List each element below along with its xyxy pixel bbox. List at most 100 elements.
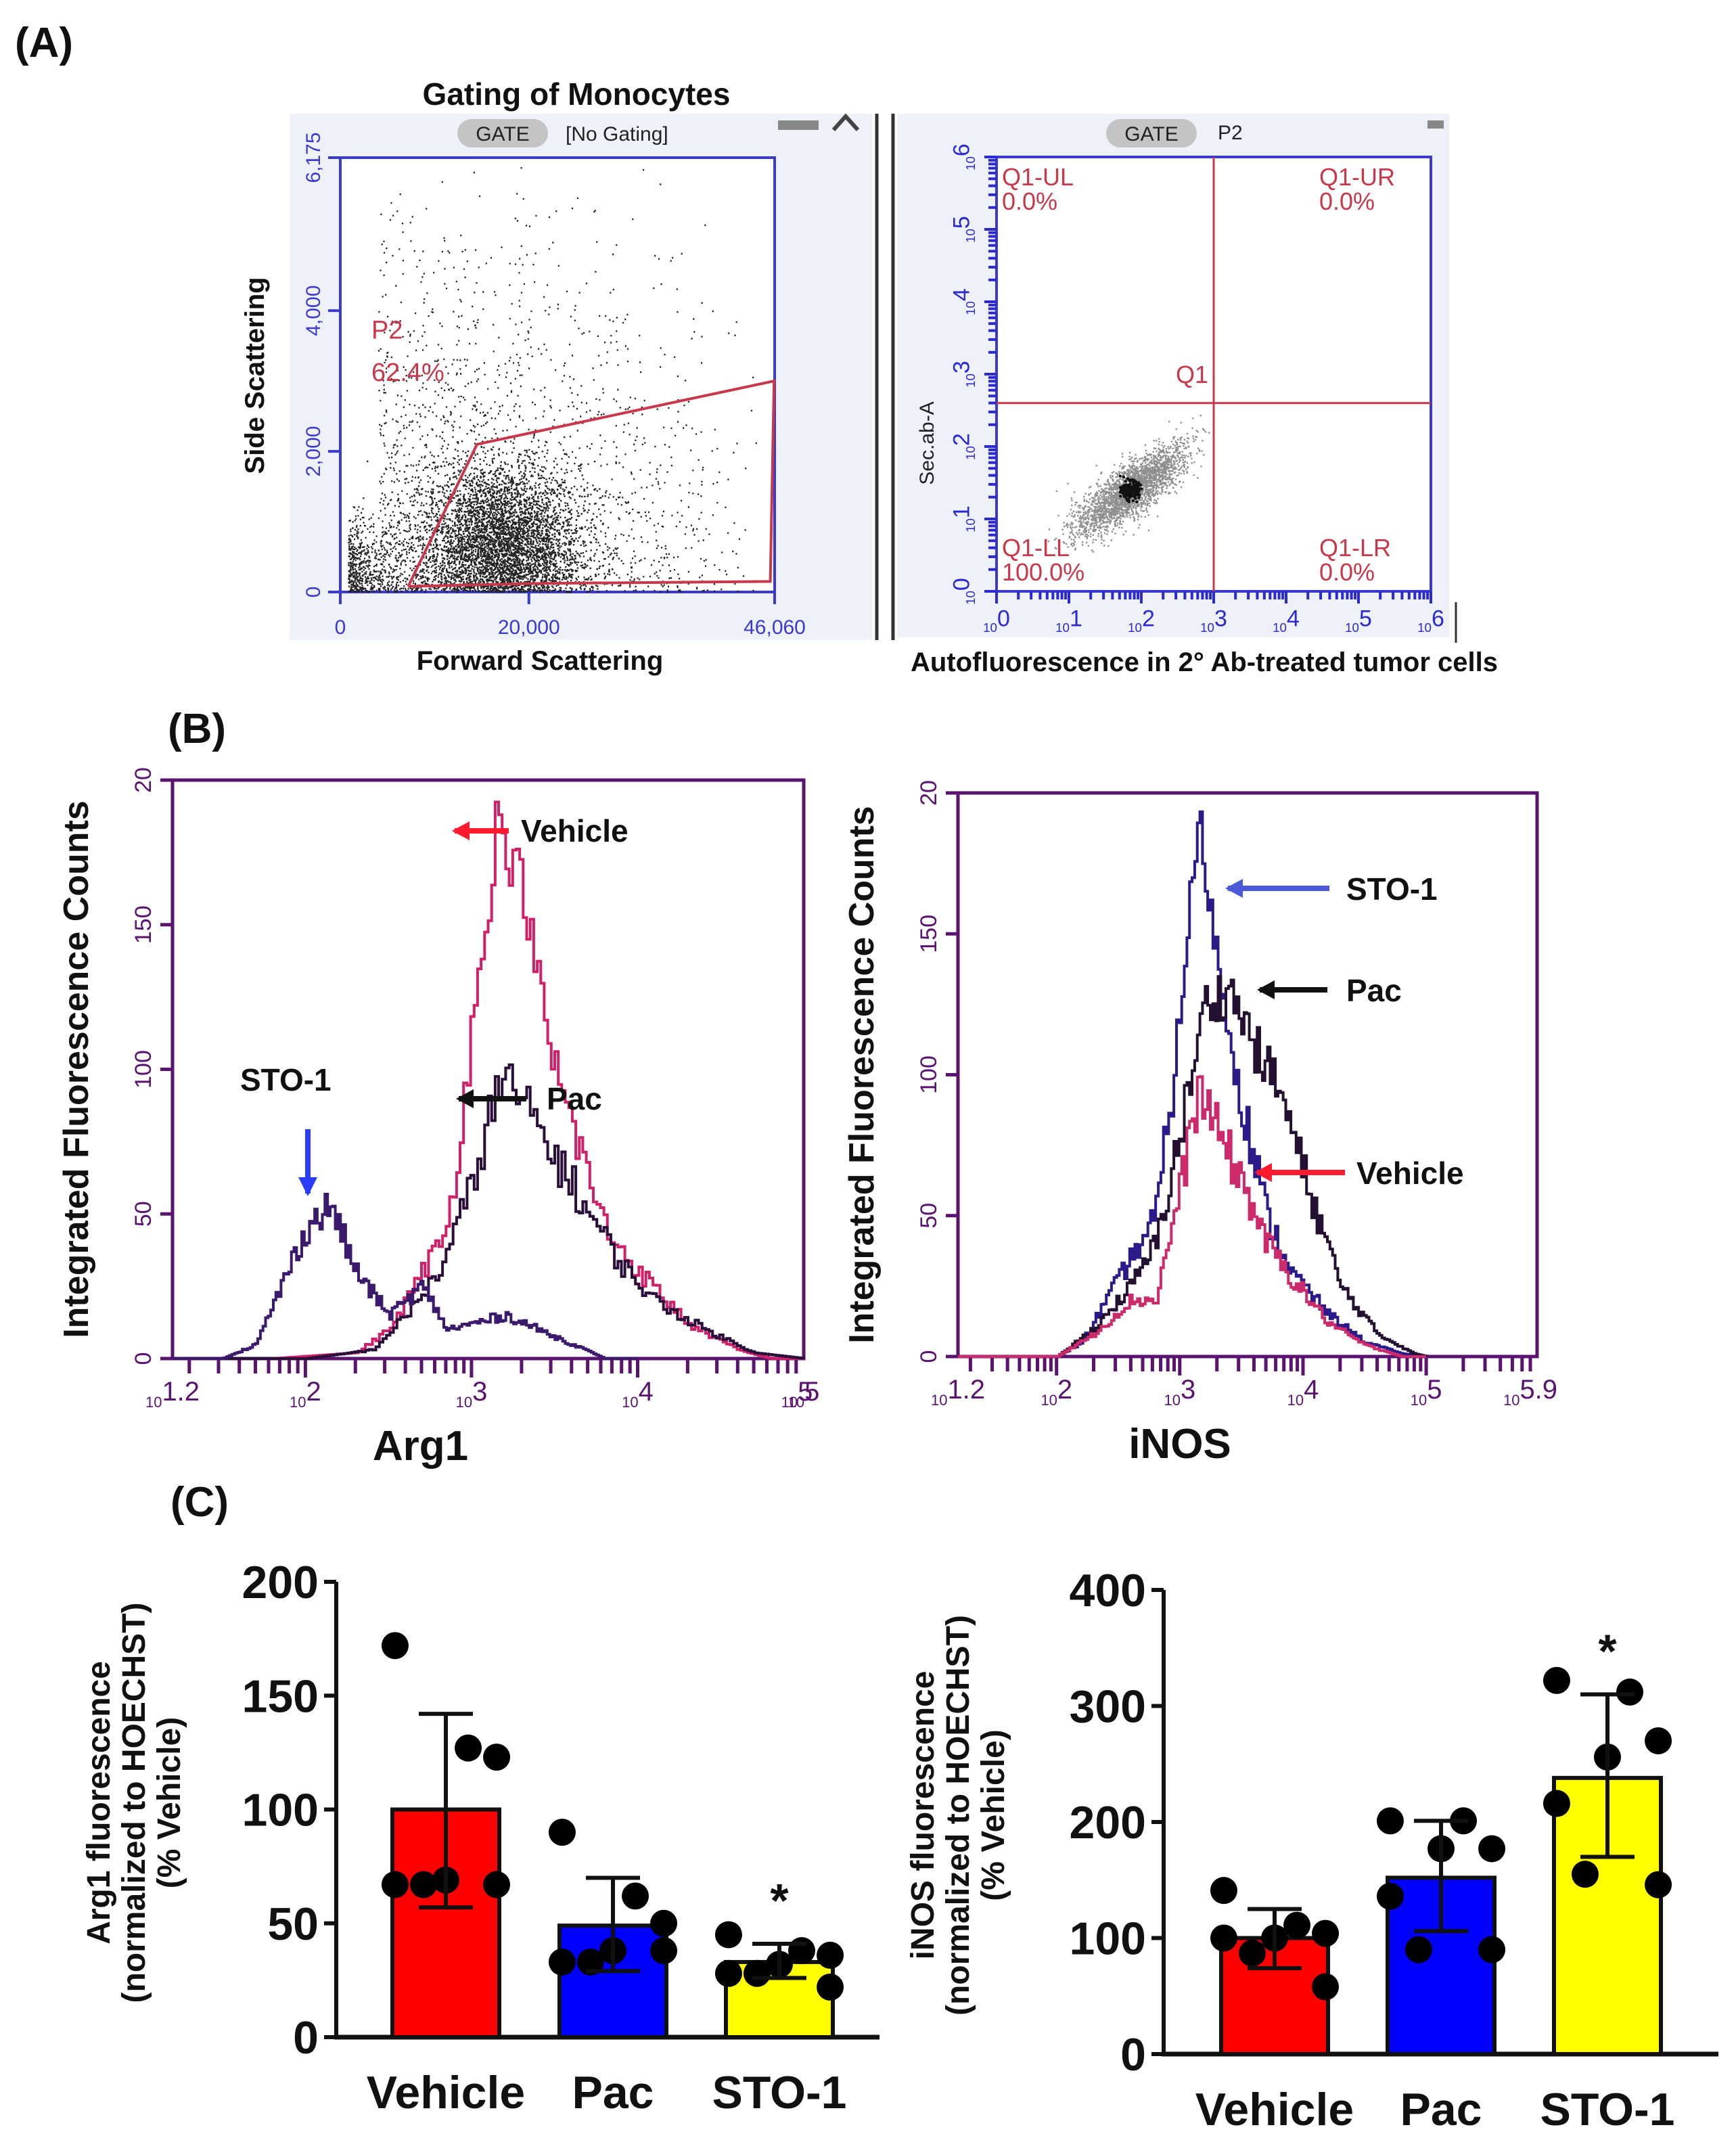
annotation-label-pac: Pac — [1346, 973, 1402, 1008]
x-tick-label-vehicle: Vehicle — [1195, 2084, 1354, 2135]
data-point — [1543, 1666, 1570, 1694]
data-point — [1478, 1936, 1506, 1963]
significance-marker: * — [1598, 1624, 1617, 1677]
event-dot — [1124, 491, 1128, 494]
gate-p2-percent: 62.4% — [371, 359, 444, 387]
data-point — [483, 1744, 511, 1771]
arrowhead-icon — [456, 1089, 474, 1108]
gate-p2-name: P2 — [371, 317, 403, 345]
quadrant-gate-name: Q1 — [1176, 361, 1208, 388]
x-tick-label: 104 — [1273, 606, 1300, 635]
event-dot — [1135, 492, 1139, 495]
data-point — [1478, 1835, 1506, 1863]
gating-title: Gating of Monocytes — [423, 76, 731, 112]
data-point — [743, 1959, 771, 1987]
data-point — [1645, 1727, 1672, 1754]
event-dot — [1131, 489, 1135, 493]
data-point — [1283, 1911, 1311, 1939]
x-tick-label: 20,000 — [498, 616, 560, 639]
annotation-label-vehicle: Vehicle — [1356, 1156, 1464, 1191]
annotation-label-pac: Pac — [547, 1081, 602, 1116]
annotation-label-sto-1: STO-1 — [1346, 871, 1438, 907]
event-dot — [1130, 494, 1134, 497]
data-point — [1210, 1924, 1237, 1952]
event-dot — [1124, 480, 1127, 483]
x-minor-ticks — [968, 1357, 1532, 1375]
histogram-xlabel: Arg1 — [373, 1423, 468, 1470]
event-dot — [1131, 486, 1135, 489]
arrowhead-icon — [298, 1177, 317, 1196]
arrowhead-icon — [1257, 980, 1275, 999]
event-dot — [1135, 500, 1139, 504]
x-tick-label-pac: Pac — [1400, 2084, 1482, 2135]
gate-button-left[interactable] — [457, 119, 548, 147]
histogram-series-pac — [958, 975, 1428, 1358]
y-tick-label: 150 — [242, 1670, 319, 1722]
event-dot — [1137, 481, 1141, 484]
y-tick-label: 200 — [242, 1557, 319, 1608]
x-tick-label: 105 — [781, 1377, 813, 1411]
x-tick-label: 100 — [983, 606, 1010, 635]
y-tick-label: 100 — [242, 1785, 319, 1836]
x-tick-label: 102 — [290, 1377, 321, 1411]
y-tick-label: 103 — [949, 361, 978, 388]
bar-pac — [1386, 1875, 1497, 2056]
y-tick-label: 300 — [1070, 1681, 1146, 1733]
panel-label-b: (B) — [168, 706, 227, 752]
x-tick-label: 104 — [1287, 1375, 1319, 1409]
gating-xlabel: Forward Scattering — [417, 646, 664, 676]
data-point — [576, 1948, 604, 1976]
data-point — [1312, 1973, 1340, 2001]
quadrant-name-q1-ll: Q1-LL — [1002, 534, 1070, 562]
x-tick-label-sto-1: STO-1 — [1540, 2084, 1674, 2135]
x-tick-label-sto-1: STO-1 — [712, 2067, 846, 2118]
panel-c-bar-charts: 0 50 100 150 200 Vehicle Pac * STO-1 Arg1 fluores… — [81, 1557, 1718, 2135]
gate-p2-polygon[interactable] — [407, 379, 776, 588]
data-point — [548, 1819, 576, 1846]
annotation-label-sto-1: STO-1 — [240, 1062, 332, 1097]
y-tick-label: 4,000 — [302, 286, 325, 336]
y-tick-label: 6,175 — [302, 132, 325, 183]
data-point — [483, 1871, 511, 1898]
data-point — [1404, 1936, 1432, 1963]
y-tick-label: 50 — [916, 1203, 942, 1229]
bar-ylabel-line: (% Vehicle) — [976, 1729, 1011, 1900]
histogram-ylabel: Integrated Fluorescence Counts — [57, 800, 96, 1338]
y-tick-label: 106 — [949, 143, 978, 170]
event-dot — [1122, 475, 1126, 479]
data-point — [1238, 1939, 1266, 1967]
event-dot — [1131, 499, 1135, 503]
y-tick-label: 20 — [131, 767, 156, 793]
event-dot — [1126, 484, 1130, 488]
data-point — [381, 1871, 409, 1898]
x-tick-label: 102 — [1128, 606, 1155, 635]
x-tick-label-pac: Pac — [572, 2067, 654, 2118]
y-tick-label: 0 — [916, 1350, 942, 1363]
event-dot — [1131, 480, 1135, 484]
event-dot — [1128, 478, 1131, 482]
collapse-icon[interactable] — [831, 113, 860, 132]
y-tick-label: 0 — [302, 587, 325, 598]
x-tick-label: 101.2 — [145, 1377, 200, 1411]
x-tick-label: 101.2 — [931, 1375, 985, 1409]
x-minor-ticks — [187, 1359, 798, 1378]
x-tick-label: 102 — [1041, 1375, 1072, 1409]
data-point — [622, 1882, 649, 1910]
gate-value-left: [No Gating] — [566, 123, 668, 145]
bar-ylabel-line: Arg1 fluorescence — [81, 1661, 117, 1944]
gating-ylabel: Side Scattering — [240, 277, 270, 474]
x-tick-label: 46,060 — [744, 616, 806, 639]
bar-ylabel-line: (normalized to HOECHST) — [940, 1615, 976, 2016]
bar-ylabel-line: (normalized to HOECHST) — [116, 1602, 152, 2003]
histogram-series-vehicle — [173, 800, 804, 1360]
y-tick-label: 0 — [131, 1352, 156, 1365]
y-tick-label: 104 — [949, 288, 978, 315]
arg1-bar-chart: 0 50 100 150 200 Vehicle Pac * STO-1 Arg1 fluores… — [81, 1557, 880, 2118]
panel-label-c: (C) — [170, 1479, 229, 1526]
event-dot — [1119, 495, 1122, 498]
gate-button-right[interactable] — [1106, 119, 1197, 147]
arrowhead-icon — [1254, 1163, 1272, 1182]
histogram-xlabel: iNOS — [1128, 1421, 1231, 1467]
